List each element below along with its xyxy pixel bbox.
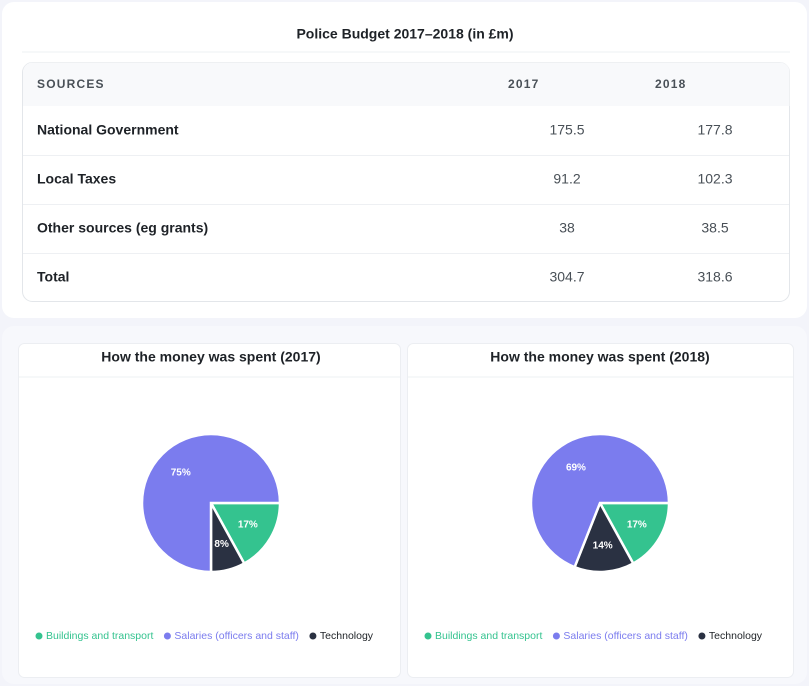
legend-label: Salaries (officers and staff) [563,630,688,642]
column-header: 2017 [508,77,540,91]
legend-marker [35,632,43,640]
cell: 38.5 [701,220,728,236]
legend-marker [163,632,171,640]
legend-label: Technology [320,630,374,642]
row-label: National Government [37,122,179,138]
row-label: Local Taxes [37,171,116,187]
table-header-bg [23,62,790,106]
legend-marker [424,632,432,640]
pie-slice [529,432,671,569]
row-label: Total [37,269,69,285]
cell: 177.8 [697,122,732,138]
cell: 175.5 [549,122,584,138]
cell: 102.3 [697,171,732,187]
legend-marker [309,632,317,640]
chart-title: How the money was spent (2017) [101,349,320,365]
legend-label: Technology [709,630,763,642]
cell: 318.6 [697,269,732,285]
row-label: Other sources (eg grants) [37,220,208,236]
pie-label: 8% [214,539,229,550]
pie-label: 69% [566,462,586,473]
cell: 38 [559,220,575,236]
legend-label: Buildings and transport [435,630,542,642]
pie-label: 75% [171,467,191,478]
chart-title: How the money was spent (2018) [490,349,709,365]
pie-slice [140,432,282,574]
pie-label: 14% [593,540,613,551]
pie-slice [597,501,671,566]
legend-label: Salaries (officers and staff) [174,630,299,642]
column-header: 2018 [655,77,687,91]
legend-marker [552,632,560,640]
pie-label: 17% [627,519,647,530]
pie-slice [208,501,282,566]
legend-marker [698,632,706,640]
pie-label: 17% [238,519,258,530]
cell: 304.7 [549,269,584,285]
table-title: Police Budget 2017–2018 (in £m) [296,26,513,42]
cell: 91.2 [553,171,580,187]
column-header: SOURCES [37,77,105,91]
legend-label: Buildings and transport [46,630,153,642]
